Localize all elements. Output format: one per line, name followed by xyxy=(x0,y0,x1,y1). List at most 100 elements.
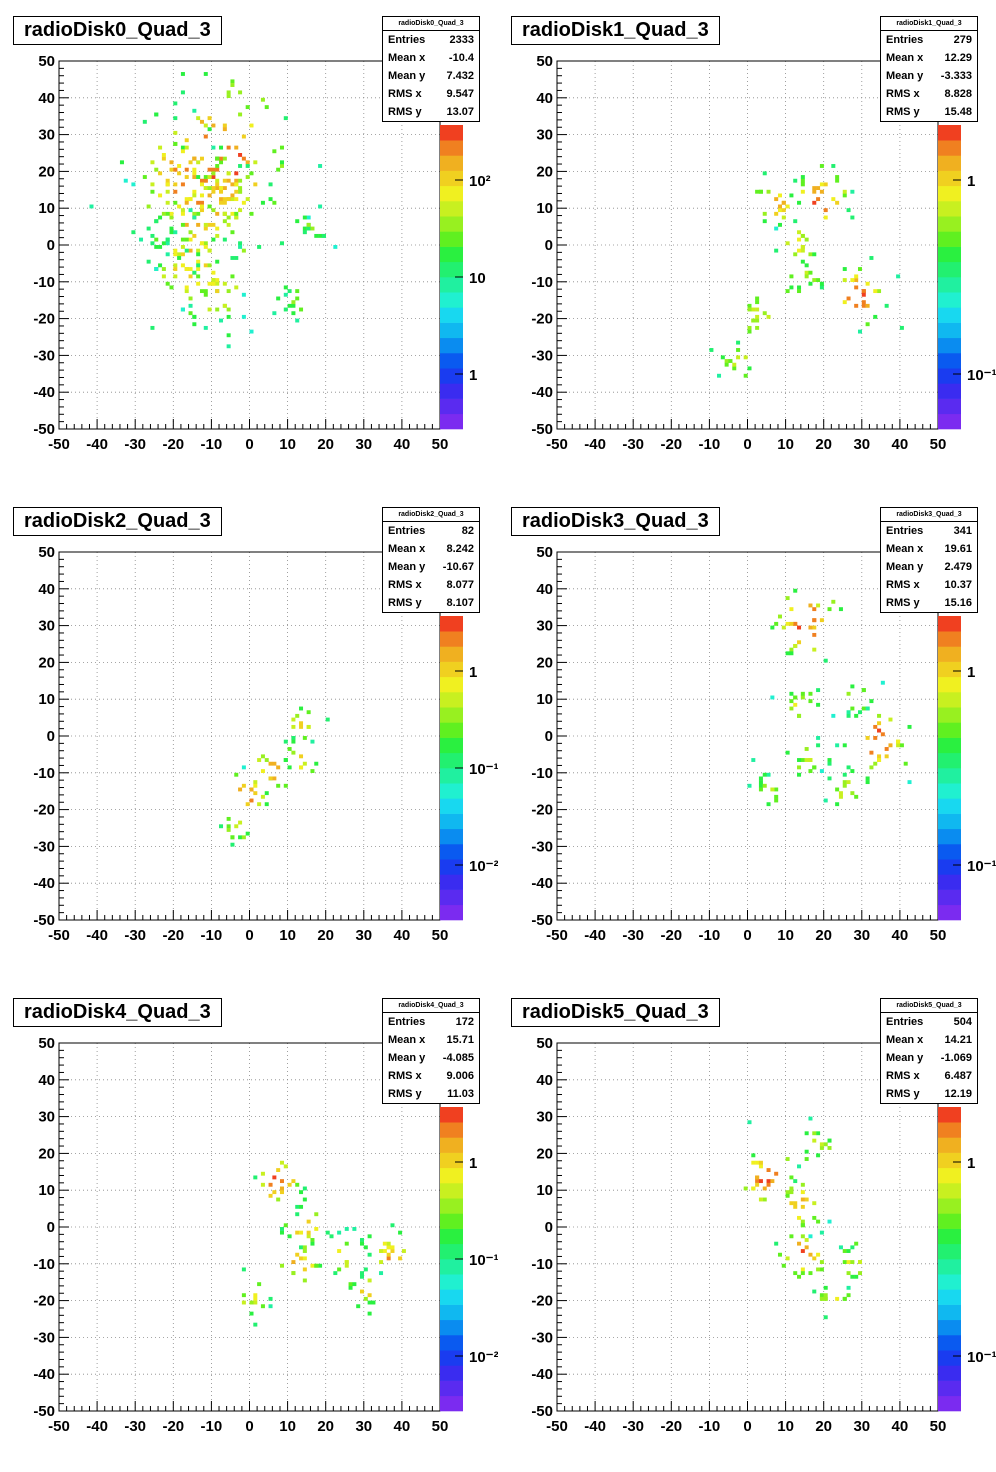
heatmap-cell xyxy=(812,186,817,190)
heatmap-cell xyxy=(762,1186,767,1191)
x-tick-label: -40 xyxy=(86,1418,108,1435)
heatmap-cell xyxy=(857,267,862,271)
x-tick-label: 0 xyxy=(245,927,253,944)
x-tick-label: 10 xyxy=(777,1418,794,1435)
heatmap-cell xyxy=(755,1182,760,1187)
heatmap-cell xyxy=(747,366,752,371)
heatmap-cell xyxy=(819,1146,824,1150)
x-tick-label: -20 xyxy=(660,1418,682,1435)
histogram-panel: -50 -40 -30 -20 -10 0 10 20 30 40 50 -50 -40 -30 -20 -1… xyxy=(498,0,996,490)
stats-label: Entries xyxy=(388,34,426,46)
heatmap-cell xyxy=(222,178,227,183)
heatmap-cell xyxy=(173,200,178,205)
heatmap-cell xyxy=(762,311,767,316)
heatmap-cell xyxy=(211,281,216,286)
heatmap-cell xyxy=(222,123,227,128)
heatmap-cell xyxy=(873,289,878,294)
y-tick-label: 30 xyxy=(536,618,553,635)
stats-row: RMS x 9.547 xyxy=(383,85,479,103)
heatmap-cell xyxy=(808,1252,813,1257)
stats-label: Mean x xyxy=(886,52,924,64)
stats-label: Entries xyxy=(388,1016,426,1028)
heatmap-cell xyxy=(199,156,204,161)
heatmap-cell xyxy=(846,713,851,718)
heatmap-cell xyxy=(789,1175,794,1180)
heatmap-cell xyxy=(257,802,262,807)
heatmap-cell xyxy=(192,167,197,172)
heatmap-cell xyxy=(306,226,311,231)
heatmap-cell xyxy=(321,233,326,238)
heatmap-cell xyxy=(318,204,323,209)
heatmap-cell xyxy=(234,182,239,187)
heatmap-cell xyxy=(207,307,212,312)
heatmap-cell xyxy=(226,90,231,95)
heatmap-cell xyxy=(869,256,874,260)
heatmap-cell xyxy=(838,607,843,612)
heatmap-cell xyxy=(146,204,151,209)
heatmap-cell xyxy=(257,245,262,249)
heatmap-cell xyxy=(777,204,782,209)
heatmap-cell xyxy=(785,1193,790,1198)
heatmap-cell xyxy=(835,802,840,807)
stats-row: RMS y 11.03 xyxy=(383,1085,479,1103)
histogram-panel: -50 -40 -30 -20 -10 0 10 20 30 40 50 -50 -40 -30 -20 -1… xyxy=(0,0,498,490)
heatmap-cell xyxy=(797,1164,802,1169)
heatmap-cell xyxy=(386,1252,391,1257)
heatmap-cell xyxy=(196,281,201,286)
heatmap-cell xyxy=(861,292,866,297)
heatmap-cell xyxy=(180,307,185,312)
heatmap-cell xyxy=(226,145,231,150)
heatmap-cell xyxy=(188,311,193,316)
heatmap-cell xyxy=(846,691,851,696)
heatmap-cell xyxy=(165,237,170,242)
heatmap-cell xyxy=(276,296,281,301)
heatmap-cell xyxy=(192,156,197,161)
heatmap-cell xyxy=(816,1153,821,1158)
heatmap-cell xyxy=(211,167,216,172)
x-tick-label: 50 xyxy=(432,927,449,944)
heatmap-cell xyxy=(842,193,847,198)
heatmap-cell xyxy=(367,1300,372,1305)
stats-row: Mean x 8.242 xyxy=(383,540,479,558)
y-tick-label: 50 xyxy=(536,53,553,70)
heatmap-cell xyxy=(150,241,155,246)
stats-row: Mean x 15.71 xyxy=(383,1031,479,1049)
heatmap-cell xyxy=(846,765,851,770)
heatmap-cell xyxy=(823,1293,828,1298)
heatmap-cell xyxy=(207,222,212,227)
heatmap-cell xyxy=(253,1175,258,1180)
heatmap-cell xyxy=(842,780,847,785)
heatmap-cell xyxy=(758,1164,763,1169)
heatmap-cell xyxy=(797,1215,802,1220)
heatmap-cell xyxy=(774,798,779,803)
heatmap-cell xyxy=(774,787,779,792)
heatmap-cell xyxy=(241,783,246,788)
heatmap-cell xyxy=(230,835,235,840)
heatmap-cell xyxy=(173,182,178,187)
heatmap-cell xyxy=(192,270,197,275)
heatmap-cell xyxy=(823,208,828,213)
heatmap-cell xyxy=(896,274,901,279)
stats-value: -10.4 xyxy=(448,52,474,64)
color-palette: 1 10⁻¹ 10⁻² xyxy=(440,1107,498,1412)
heatmap-cell xyxy=(812,1289,817,1294)
stats-row: Mean y -3.333 xyxy=(881,67,977,85)
x-tick-label: -20 xyxy=(660,927,682,944)
heatmap-cell xyxy=(766,1179,771,1184)
heatmap-cell xyxy=(222,237,227,242)
heatmap-cell xyxy=(390,1245,395,1250)
heatmap-cell xyxy=(188,237,193,242)
histogram-title: radioDisk0_Quad_3 xyxy=(13,16,222,45)
stats-label: RMS y xyxy=(388,1088,422,1100)
heatmap-cell xyxy=(238,186,243,190)
stats-box: radioDisk0_Quad_3 Entries 2333 Mean x -10.4 M… xyxy=(382,16,480,122)
heatmap-cell xyxy=(260,97,265,102)
heatmap-cell xyxy=(732,362,737,367)
x-tick-label: 30 xyxy=(355,1418,372,1435)
heatmap-cell xyxy=(165,241,170,246)
heatmap-cell xyxy=(379,1249,384,1253)
heatmap-cell xyxy=(219,197,224,202)
stats-box-name: radioDisk1_Quad_3 xyxy=(881,17,977,31)
heatmap-cell xyxy=(854,713,859,718)
heatmap-cell xyxy=(797,1241,802,1246)
